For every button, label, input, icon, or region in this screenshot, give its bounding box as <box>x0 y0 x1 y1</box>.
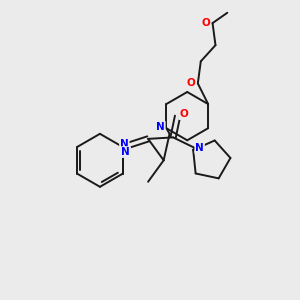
Text: N: N <box>156 122 165 132</box>
Text: N: N <box>120 139 129 149</box>
Text: N: N <box>195 143 204 153</box>
Text: O: O <box>201 17 210 28</box>
Text: N: N <box>122 147 130 157</box>
Text: O: O <box>187 79 196 88</box>
Text: O: O <box>179 109 188 119</box>
